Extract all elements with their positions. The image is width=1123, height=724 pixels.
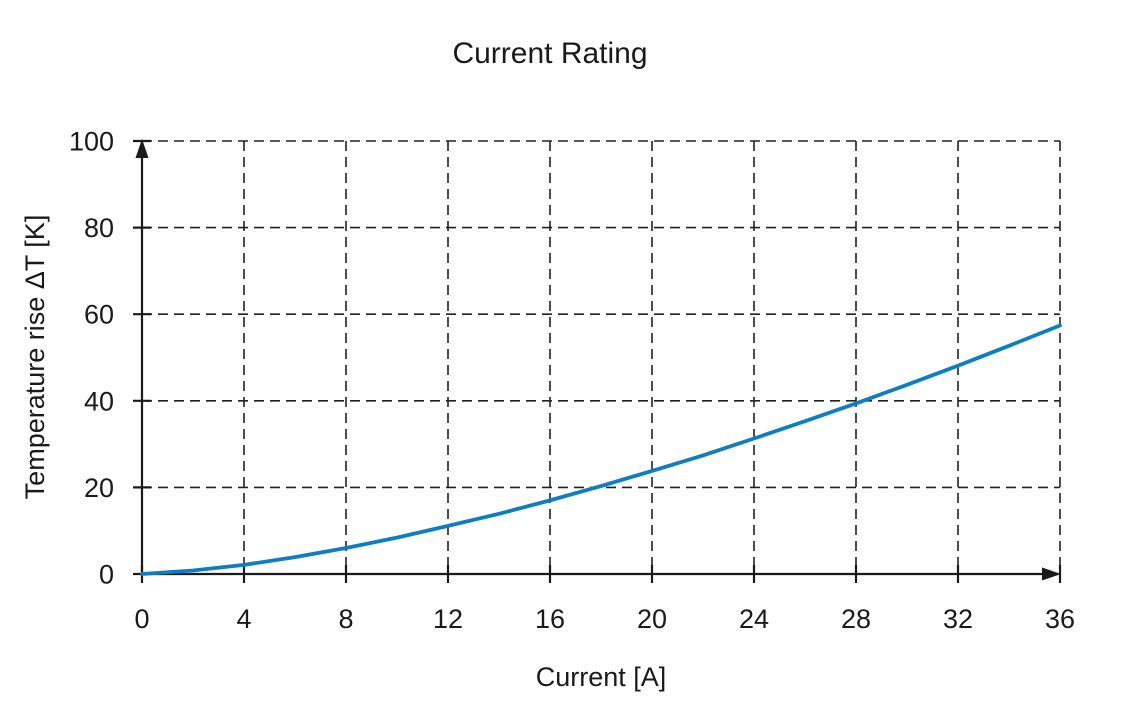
x-tick-label: 0 bbox=[134, 604, 149, 634]
x-tick-label: 28 bbox=[841, 604, 871, 634]
y-axis-label: Temperature rise ΔT [K] bbox=[20, 215, 50, 500]
y-tick-label: 100 bbox=[69, 127, 114, 157]
x-tick-label: 8 bbox=[338, 604, 353, 634]
tick-labels: 0 4 8 12 16 20 24 28 32 36 0 20 40 60 80 100 bbox=[69, 127, 1075, 635]
y-tick-label: 20 bbox=[84, 473, 114, 503]
x-tick-label: 20 bbox=[637, 604, 667, 634]
y-tick-label: 60 bbox=[84, 300, 114, 330]
y-tick-label: 80 bbox=[84, 213, 114, 243]
x-axis-label: Current [A] bbox=[536, 662, 667, 692]
x-tick-label: 36 bbox=[1045, 604, 1075, 634]
gridlines bbox=[142, 140, 1061, 574]
y-tick-label: 0 bbox=[99, 560, 114, 590]
y-tick-label: 40 bbox=[84, 386, 114, 416]
axes bbox=[133, 139, 1062, 583]
temperature-rise-curve bbox=[140, 323, 1062, 576]
chart-title: Current Rating bbox=[452, 37, 647, 70]
x-tick-label: 16 bbox=[535, 604, 565, 634]
x-tick-label: 12 bbox=[433, 604, 463, 634]
data-series bbox=[140, 323, 1062, 576]
x-tick-label: 24 bbox=[739, 604, 769, 634]
y-axis-arrow-icon bbox=[135, 139, 149, 158]
x-axis-arrow-icon bbox=[1042, 567, 1061, 581]
x-tick-label: 4 bbox=[236, 604, 251, 634]
x-tick-label: 32 bbox=[943, 604, 973, 634]
